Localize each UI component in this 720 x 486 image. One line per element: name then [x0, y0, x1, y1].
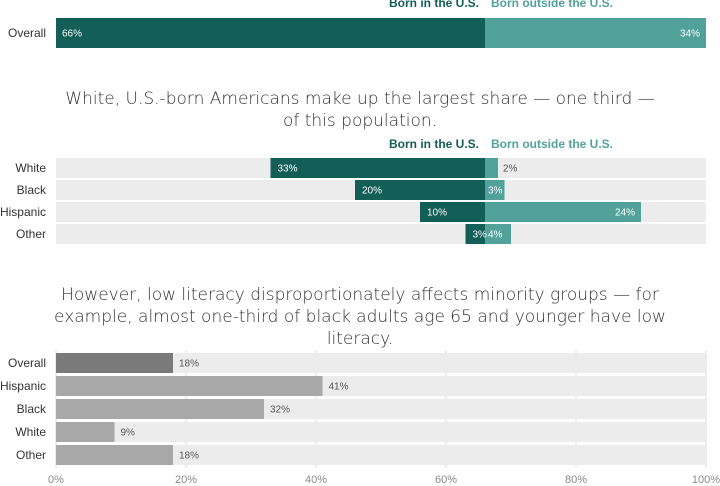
caption-minority-literacy: However, low literacy disproportionately… — [54, 285, 666, 349]
bar-track-other — [56, 445, 706, 465]
bar-born-outside-hispanic — [485, 202, 641, 222]
x-tick-label-0: 0% — [48, 474, 64, 486]
data-label-overall-born-us: 66% — [62, 29, 82, 40]
data-label-black: 32% — [270, 405, 290, 416]
data-label-hispanic: 41% — [329, 382, 349, 393]
bar-overall-literacy — [56, 353, 173, 373]
bar-born-outside-other — [485, 224, 511, 244]
category-label-hispanic: Hispanic — [0, 379, 46, 393]
data-label-born-us-black: 20% — [362, 186, 382, 197]
x-tick-label-40: 40% — [305, 474, 327, 486]
bar-black — [56, 399, 264, 419]
bar-track-overall-literacy — [56, 353, 706, 373]
legend-born-outside-top: Born outside the U.S. — [491, 0, 614, 10]
bar-overall-born-us — [56, 18, 485, 48]
category-label-black: Black — [17, 183, 47, 197]
x-tick-label-60: 60% — [435, 474, 457, 486]
data-label-overall-born-outside: 34% — [680, 29, 700, 40]
category-label-other: Other — [16, 448, 46, 462]
x-tick-label-100: 100% — [692, 474, 720, 486]
data-label-other: 18% — [179, 451, 199, 462]
data-label-born-outside-black: 3% — [488, 186, 503, 197]
bar-other — [56, 445, 173, 465]
category-label-black: Black — [17, 402, 47, 416]
data-label-overall-literacy: 18% — [179, 359, 199, 370]
bar-born-outside-black — [485, 180, 505, 200]
category-label-other: Other — [16, 227, 46, 241]
bar-overall-born-outside — [485, 18, 706, 48]
x-tick-label-20: 20% — [175, 474, 197, 486]
data-label-born-us-other: 3% — [473, 230, 488, 241]
data-label-born-outside-other: 4% — [488, 230, 503, 241]
data-label-born-us-hispanic: 10% — [427, 208, 447, 219]
bar-track-other — [56, 224, 706, 244]
x-tick-label-80: 80% — [565, 474, 587, 486]
data-label-white: 9% — [121, 428, 136, 439]
legend-born-us-top: Born in the U.S. — [389, 0, 479, 10]
category-label-white: White — [15, 425, 46, 439]
bar-born-us-white — [270, 158, 485, 178]
legend-born-outside: Born outside the U.S. — [491, 137, 614, 151]
category-label-overall-literacy: Overall — [8, 356, 46, 370]
bar-white — [56, 422, 115, 442]
bar-born-us-black — [355, 180, 485, 200]
bar-track-white — [56, 422, 706, 442]
category-label-white: White — [15, 161, 46, 175]
bar-born-us-hispanic — [420, 202, 485, 222]
bar-hispanic — [56, 376, 323, 396]
data-label-born-us-white: 33% — [278, 164, 298, 175]
category-label-overall-top: Overall — [8, 26, 46, 40]
data-label-born-outside-hispanic: 24% — [615, 208, 635, 219]
bar-born-us-other — [465, 224, 485, 244]
caption-origin-breakdown: White, U.S.-born Americans make up the l… — [65, 89, 655, 131]
category-label-hispanic: Hispanic — [0, 205, 46, 219]
bar-born-outside-white — [485, 158, 498, 178]
data-label-born-outside-white: 2% — [503, 164, 518, 175]
legend-born-us: Born in the U.S. — [389, 137, 479, 151]
